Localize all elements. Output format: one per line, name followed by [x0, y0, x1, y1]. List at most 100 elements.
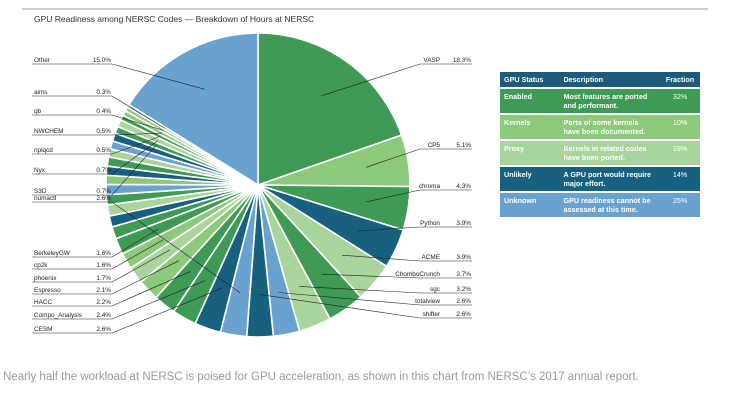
leader-line [32, 271, 191, 307]
slice-label: ACME [422, 254, 440, 261]
pie-chart: VASP 18.3% CP5 5.1% chroma 4.3% Python 3.9% ACME… [32, 32, 472, 338]
slice-value: 5.1% [456, 142, 471, 149]
slice-value: 2.1% [96, 287, 111, 294]
table-row: Unknown GPU readiness cannot be assessed … [500, 193, 700, 217]
slice-label: Python [420, 220, 440, 227]
slice-value: 2.6% [96, 195, 111, 202]
description-cell: Kernels in related codes have been porte… [559, 141, 661, 165]
table-row: Kernels Ports of some kernels have been d… [500, 115, 700, 139]
slice-label: nplqcd [34, 147, 53, 154]
fraction-cell: 32% [660, 89, 700, 113]
fraction-cell: 19% [660, 141, 700, 165]
slice-value: 4.3% [456, 183, 471, 190]
slice-label: numactl [34, 195, 56, 202]
leader-line [278, 292, 472, 306]
slice-value: 3.9% [456, 254, 471, 261]
description-cell: GPU readiness cannot be assessed at this… [559, 193, 661, 217]
fraction-cell: 25% [660, 193, 700, 217]
leader-line [341, 254, 472, 262]
leader-line [32, 239, 164, 270]
slice-value: 2.6% [96, 326, 111, 333]
leader-line [32, 201, 241, 294]
leader-line [321, 273, 472, 279]
status-cell: Unlikely [500, 167, 560, 191]
slice-value: 0.7% [96, 167, 111, 174]
slice-value: 18.3% [453, 57, 471, 64]
slice-value: 1.6% [96, 262, 111, 269]
header-status: GPU Status [500, 72, 560, 87]
slice-label: NWCHEM [34, 128, 63, 135]
status-cell: Unknown [500, 193, 560, 217]
slice-value: 3.7% [456, 271, 471, 278]
leader-line [299, 286, 472, 294]
leader-line [366, 189, 472, 203]
slice-label: phoenix [34, 275, 57, 282]
slice-label: CESM [34, 326, 52, 333]
leader-line [32, 260, 180, 295]
slice-label: Other [34, 57, 51, 64]
status-cell: Kernels [500, 115, 560, 139]
slice-value: 3.9% [456, 220, 471, 227]
fraction-cell: 14% [660, 167, 700, 191]
fraction-cell: 10% [660, 115, 700, 139]
leader-line [32, 114, 164, 131]
slice-label: S3D [34, 188, 47, 195]
slice-value: 2.6% [456, 311, 471, 318]
slice-value: 1.6% [96, 250, 111, 257]
slice-label: Compo_Analysis [34, 312, 82, 319]
leader-line [259, 294, 472, 319]
pie-slices [105, 32, 411, 338]
slice-value: 15.0% [93, 57, 111, 64]
slice-value: 2.2% [96, 299, 111, 306]
table-row: Enabled Most features are ported and perf… [500, 89, 700, 113]
slice-value: 1.7% [96, 275, 111, 282]
slice-value: 3.2% [456, 286, 471, 293]
slice-label: cp2k [34, 262, 48, 269]
leader-line [32, 136, 161, 155]
leader-line [32, 132, 162, 136]
description-cell: A GPU port would require major effort. [559, 167, 661, 191]
slice-label: qb [34, 108, 42, 115]
slice-value: 0.5% [96, 147, 111, 154]
leader-line [32, 249, 171, 283]
leader-line [32, 280, 206, 320]
leader-line [32, 140, 159, 175]
table-row: Proxy Kernels in related codes have been … [500, 141, 700, 165]
slice-value: 2.4% [96, 312, 111, 319]
top-rule [22, 8, 708, 10]
gpu-status-table: GPU Status Description Fraction Enabled M… [500, 70, 700, 219]
leader-line [32, 95, 165, 129]
slice-label: ChomboCrunch [395, 271, 440, 278]
leader-line [357, 226, 472, 232]
slice-label: BerkeleyGW [34, 250, 71, 257]
slice-label: chroma [419, 183, 441, 190]
slice-value: 0.3% [96, 89, 111, 96]
leader-line [321, 63, 472, 97]
slice-value: 0.4% [96, 108, 111, 115]
header-description: Description [559, 72, 661, 87]
slice-label: Espresso [34, 287, 61, 294]
slice-label: aims [34, 89, 48, 96]
table-header-row: GPU Status Description Fraction [500, 72, 700, 87]
slice-label: totalview [415, 298, 440, 305]
slice-label: sgc [430, 286, 441, 293]
description-cell: Most features are ported and performant. [559, 89, 661, 113]
header-fraction: Fraction [660, 72, 700, 87]
label-leaders [32, 63, 472, 334]
slice-value: 2.6% [456, 298, 471, 305]
slice-value: 0.5% [96, 128, 111, 135]
leader-line [32, 288, 222, 334]
leader-line [365, 148, 472, 168]
leader-line [32, 63, 205, 90]
slice-label: Nyx [34, 167, 46, 174]
status-cell: Enabled [500, 89, 560, 113]
status-cell: Proxy [500, 141, 560, 165]
slice-label: HACC [34, 299, 52, 306]
leader-line [32, 145, 157, 196]
table-row: Unlikely A GPU port would require major e… [500, 167, 700, 191]
leader-line [32, 228, 159, 258]
slice-label: VASP [423, 57, 440, 64]
slice-label: shifter [423, 311, 441, 318]
pie-slice-other [127, 32, 259, 187]
chart-title: GPU Readiness among NERSC Codes — Breakd… [34, 14, 315, 24]
